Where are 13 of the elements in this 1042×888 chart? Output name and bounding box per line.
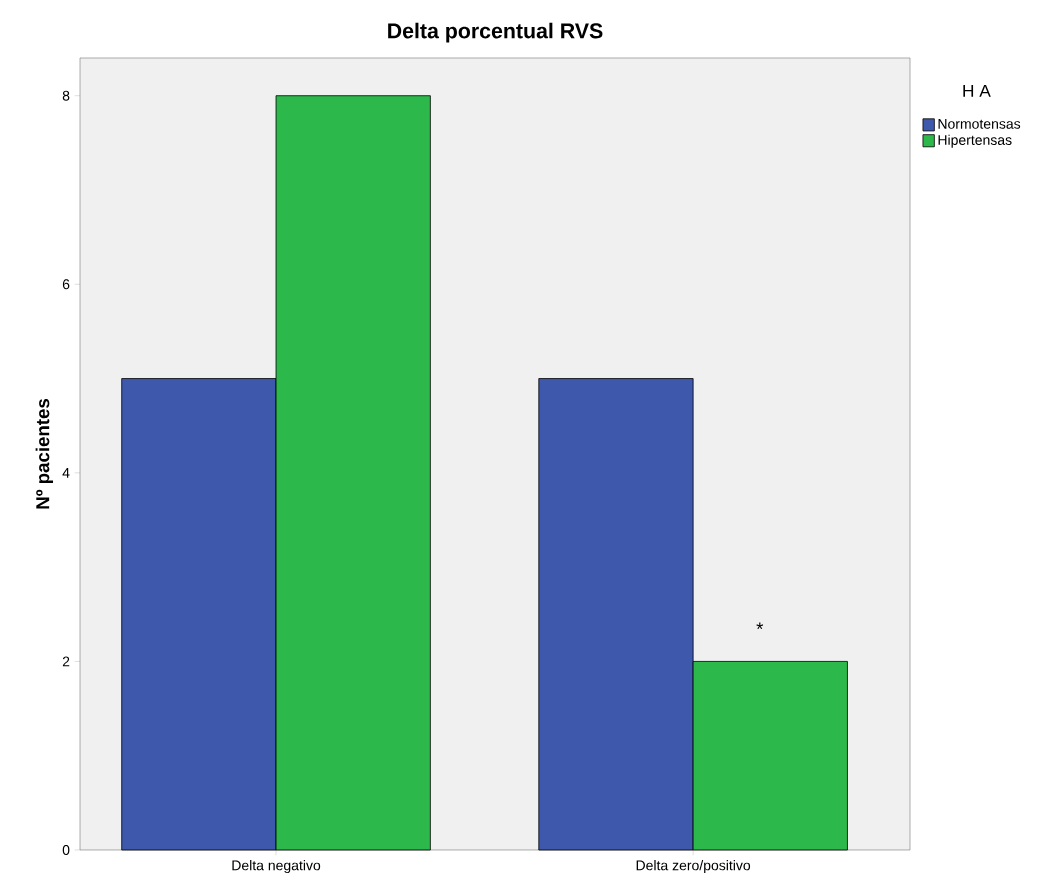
legend-label: Hipertensas: [938, 134, 1012, 148]
y-axis-title: Nº pacientes: [35, 398, 54, 509]
annotation: *: [756, 622, 764, 630]
legend-title: H A: [963, 84, 991, 97]
y-tick-label: 4: [62, 468, 70, 478]
chart-title: Delta porcentual RVS: [388, 22, 603, 43]
x-tick-label: Delta zero/positivo: [636, 860, 751, 874]
y-tick-label: 2: [62, 656, 70, 667]
y-tick-label: 8: [62, 90, 70, 101]
y-tick-label: 0: [62, 845, 70, 855]
x-tick-label: Delta negativo: [232, 860, 321, 874]
legend-label: Normotensas: [938, 119, 1021, 129]
y-tick-label: 6: [62, 279, 70, 290]
